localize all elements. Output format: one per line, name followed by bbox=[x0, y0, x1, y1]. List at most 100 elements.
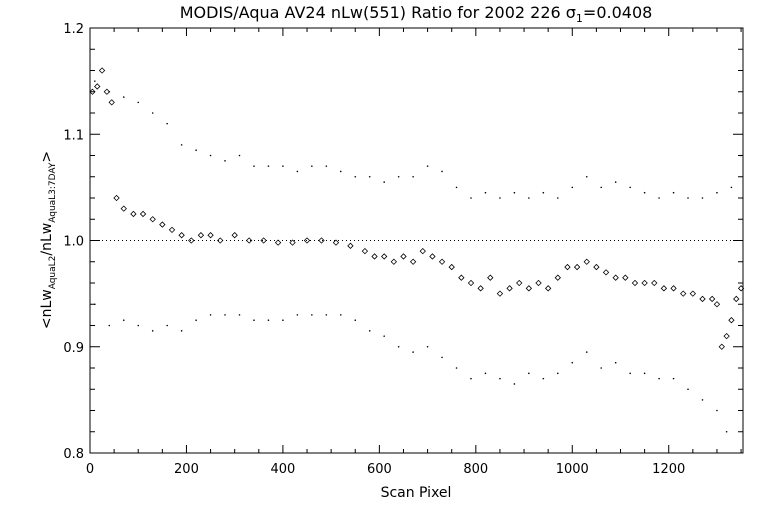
bound-point bbox=[267, 319, 270, 321]
bound-point bbox=[339, 314, 342, 316]
data-point bbox=[680, 290, 687, 297]
bound-point bbox=[658, 197, 660, 199]
bound-point bbox=[180, 144, 183, 146]
data-point bbox=[631, 279, 639, 287]
bound-point bbox=[253, 165, 255, 167]
bound-point bbox=[224, 160, 226, 162]
data-point bbox=[506, 285, 513, 292]
data-point bbox=[400, 253, 407, 260]
data-point bbox=[689, 290, 697, 297]
data-point bbox=[419, 247, 426, 255]
bound-point bbox=[672, 191, 675, 194]
bound-point bbox=[528, 372, 530, 375]
x-tick-label: 0 bbox=[86, 462, 94, 477]
bound-point bbox=[643, 372, 646, 375]
y-tick-label: 0.9 bbox=[63, 341, 84, 356]
data-point bbox=[188, 237, 195, 244]
bound-point bbox=[383, 181, 385, 183]
bound-point bbox=[600, 186, 603, 189]
data-point bbox=[94, 83, 101, 90]
data-point bbox=[718, 343, 725, 350]
data-point bbox=[289, 239, 296, 246]
data-point bbox=[699, 295, 706, 303]
data-point bbox=[409, 258, 417, 265]
bound-point bbox=[571, 186, 574, 189]
data-point bbox=[130, 210, 137, 218]
data-point bbox=[103, 88, 111, 95]
bound-point bbox=[455, 186, 458, 189]
bound-point bbox=[412, 175, 414, 178]
bound-point bbox=[238, 154, 241, 157]
bound-point bbox=[296, 314, 299, 316]
bound-point bbox=[397, 175, 400, 178]
y-axis-label: <nLwAquaL2/nLwAquaL3:7DAY> bbox=[39, 151, 58, 329]
bound-point bbox=[600, 367, 603, 369]
data-point bbox=[381, 253, 388, 260]
y-tick-label: 1.1 bbox=[63, 128, 84, 143]
data-point bbox=[593, 263, 600, 271]
bound-point bbox=[151, 330, 154, 332]
data-point bbox=[113, 194, 120, 202]
bound-point bbox=[701, 399, 704, 401]
data-point bbox=[467, 279, 475, 287]
bound-point bbox=[499, 377, 501, 380]
bound-point bbox=[542, 191, 545, 194]
bound-point bbox=[614, 181, 617, 183]
data-point bbox=[583, 258, 590, 265]
bound-point bbox=[339, 170, 342, 173]
bound-point bbox=[267, 165, 270, 167]
data-point bbox=[245, 237, 253, 244]
bound-point bbox=[412, 351, 414, 353]
data-point bbox=[108, 99, 115, 106]
bound-point bbox=[629, 186, 631, 189]
bound-point bbox=[426, 345, 429, 348]
data-point bbox=[89, 88, 96, 95]
data-point bbox=[737, 285, 745, 292]
data-point bbox=[525, 285, 533, 292]
bound-point bbox=[354, 175, 357, 178]
data-point bbox=[723, 332, 730, 340]
y-tick-label: 1.0 bbox=[63, 235, 84, 250]
bound-point bbox=[253, 319, 255, 321]
x-tick-label: 400 bbox=[270, 462, 295, 477]
series-lower-bound bbox=[94, 303, 728, 433]
data-point bbox=[178, 232, 185, 239]
y-axis-label-prefix: <nLw bbox=[39, 289, 55, 329]
data-point bbox=[371, 253, 378, 260]
bound-point bbox=[354, 319, 357, 321]
bound-point bbox=[701, 197, 704, 199]
bound-point bbox=[687, 388, 689, 391]
data-point bbox=[139, 210, 147, 218]
series-upper-bound bbox=[94, 80, 742, 199]
bound-point bbox=[484, 372, 487, 375]
y-axis-label-mid: /nLw bbox=[39, 223, 55, 256]
data-point bbox=[554, 274, 561, 281]
data-point bbox=[573, 263, 581, 271]
x-tick-label: 1000 bbox=[556, 462, 589, 477]
bound-point bbox=[730, 186, 733, 189]
data-point bbox=[622, 274, 629, 281]
data-point bbox=[274, 239, 282, 246]
data-point bbox=[361, 247, 369, 255]
data-point bbox=[535, 279, 542, 287]
bound-point bbox=[716, 191, 718, 194]
data-point bbox=[458, 274, 465, 281]
data-point bbox=[303, 237, 311, 244]
bound-point bbox=[687, 197, 689, 199]
bound-point bbox=[484, 191, 487, 194]
bound-point bbox=[499, 197, 501, 199]
data-point bbox=[660, 285, 668, 292]
data-point bbox=[120, 205, 127, 212]
bound-point bbox=[368, 175, 371, 178]
data-point bbox=[713, 301, 721, 308]
data-point bbox=[602, 269, 610, 276]
data-point bbox=[347, 242, 354, 249]
bound-point bbox=[557, 372, 559, 375]
plot-frame bbox=[89, 27, 744, 454]
bound-point bbox=[137, 324, 140, 327]
y-axis-label-suffix: > bbox=[39, 151, 55, 163]
y-axis-label-sub2: AquaL3:7DAY bbox=[48, 162, 58, 223]
data-point bbox=[670, 285, 677, 292]
data-point bbox=[207, 232, 214, 239]
